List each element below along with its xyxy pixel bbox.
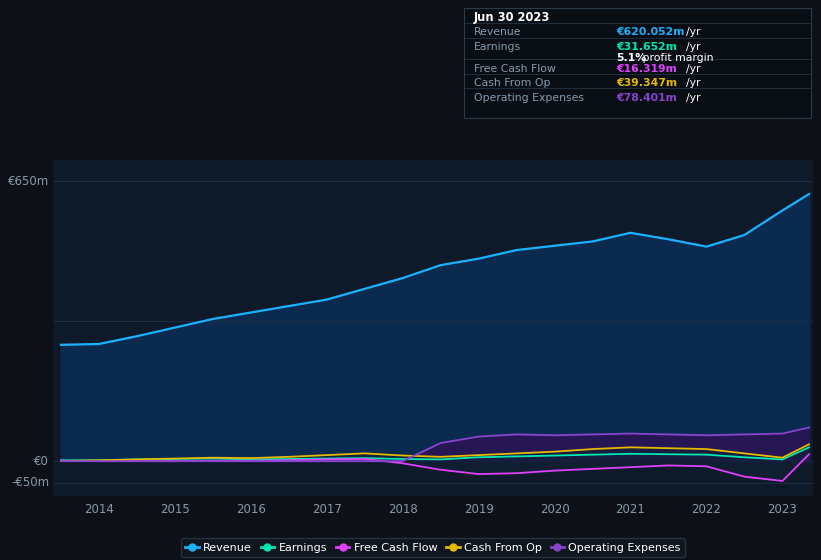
Text: Revenue: Revenue [474, 27, 521, 38]
Text: Operating Expenses: Operating Expenses [474, 93, 584, 103]
Text: -€50m: -€50m [11, 476, 49, 489]
Text: /yr: /yr [686, 42, 700, 52]
Text: Cash From Op: Cash From Op [474, 78, 550, 88]
Text: Earnings: Earnings [474, 42, 521, 52]
Text: /yr: /yr [686, 64, 700, 74]
Text: €16.319m: €16.319m [616, 64, 677, 74]
Text: Jun 30 2023: Jun 30 2023 [474, 11, 550, 25]
Text: €31.652m: €31.652m [616, 42, 677, 52]
Text: €650m: €650m [8, 175, 49, 188]
Text: €78.401m: €78.401m [616, 93, 677, 103]
Text: €620.052m: €620.052m [616, 27, 684, 38]
Text: /yr: /yr [686, 93, 700, 103]
Text: profit margin: profit margin [639, 53, 713, 63]
Text: Free Cash Flow: Free Cash Flow [474, 64, 556, 74]
Text: /yr: /yr [686, 27, 700, 38]
Text: €39.347m: €39.347m [616, 78, 677, 88]
Text: /yr: /yr [686, 78, 700, 88]
Legend: Revenue, Earnings, Free Cash Flow, Cash From Op, Operating Expenses: Revenue, Earnings, Free Cash Flow, Cash … [181, 538, 686, 557]
Text: €0: €0 [34, 455, 49, 468]
Text: 5.1%: 5.1% [616, 53, 646, 63]
